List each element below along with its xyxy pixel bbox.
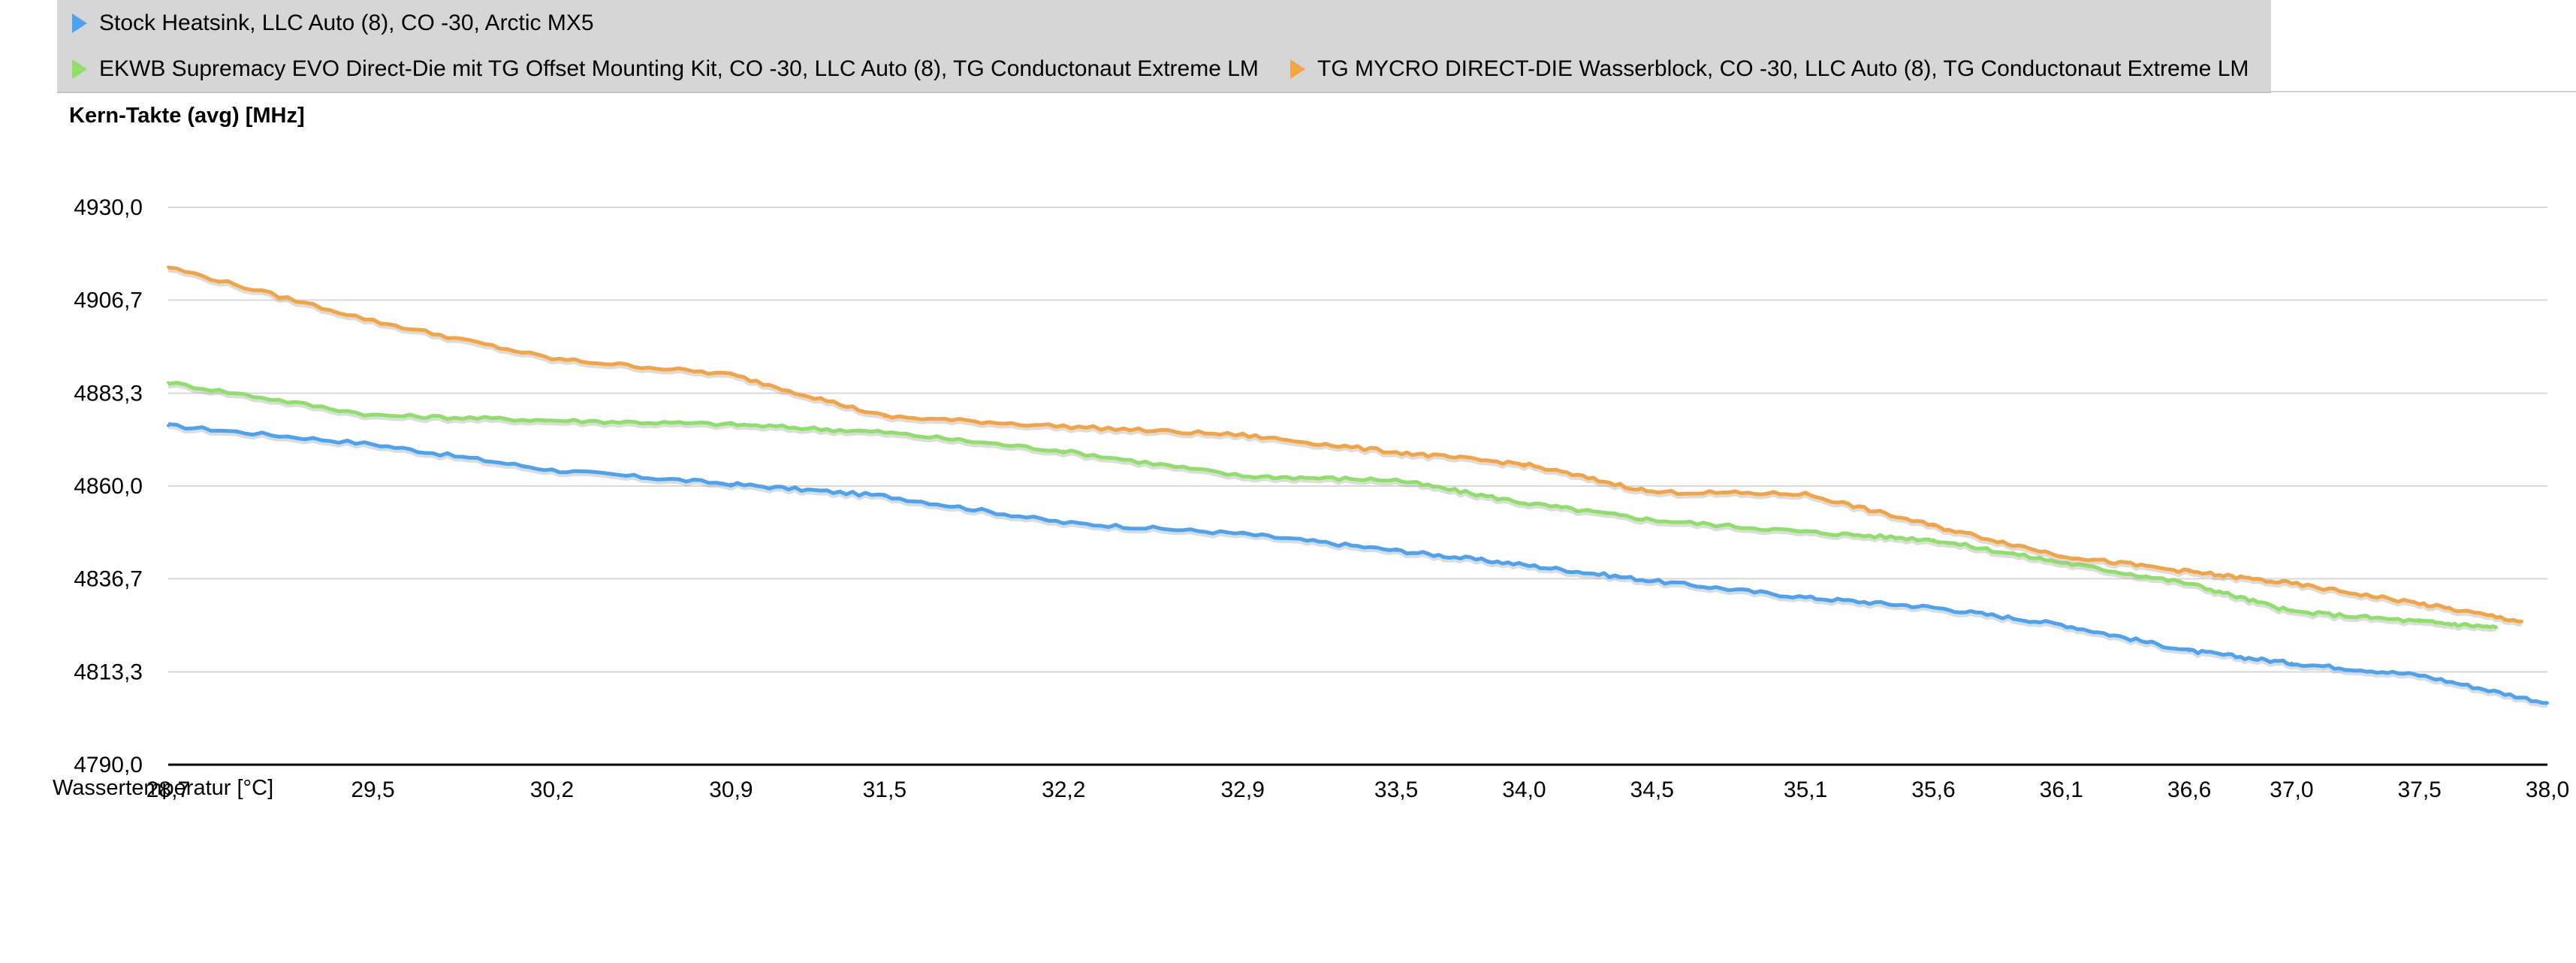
- series-1-point: [2494, 626, 2498, 629]
- x-tick-label: 28,7: [146, 777, 190, 802]
- series-1-point: [550, 418, 554, 422]
- series-0-point: [2188, 649, 2191, 653]
- legend-label-tg-mycro: TG MYCRO DIRECT-DIE Wasserblock, CO -30,…: [1317, 56, 2249, 81]
- series-0-point: [1650, 579, 1654, 583]
- series-shadow: [167, 382, 2498, 632]
- series-0-point: [167, 424, 170, 427]
- series-2-point: [1395, 450, 1398, 454]
- x-tick-label: 33,5: [1374, 777, 1418, 802]
- series-line-0: [167, 422, 2548, 705]
- y-tick-label: 4860,0: [74, 474, 143, 499]
- x-tick-label: 32,9: [1221, 777, 1265, 802]
- series-0-point: [2546, 701, 2549, 705]
- x-tick-label: 35,6: [1911, 777, 1955, 802]
- series-1-point: [882, 430, 886, 434]
- legend-item-stock-heatsink: Stock Heatsink, LLC Auto (8), CO -30, Ar…: [72, 11, 594, 36]
- series-0-point: [1395, 548, 1398, 552]
- series-0-point: [371, 442, 375, 446]
- legend-label-ekwb: EKWB Supremacy EVO Direct-Die mit TG Off…: [99, 56, 1259, 81]
- x-tick-label: 32,2: [1042, 777, 1085, 802]
- series-0-point: [550, 468, 554, 472]
- series-2-point: [1062, 424, 1066, 428]
- x-tick-label: 36,6: [2167, 777, 2211, 802]
- legend-marker-ekwb-icon: [72, 59, 87, 79]
- series-2-point: [1932, 524, 1935, 527]
- x-tick-label: 31,5: [863, 777, 906, 802]
- series-line-2: [167, 265, 2522, 623]
- series-0-point: [1932, 605, 1935, 609]
- series-2-point: [1241, 433, 1244, 437]
- series-shadow: [167, 424, 2548, 708]
- x-tick-label: 36,1: [2040, 777, 2083, 802]
- series-2-point: [2418, 602, 2421, 605]
- series-0-point: [1804, 596, 1808, 599]
- legend-label-stock-heatsink: Stock Heatsink, LLC Auto (8), CO -30, Ar…: [99, 11, 594, 35]
- legend-divider: [2271, 91, 2576, 92]
- series-1-point: [1395, 478, 1398, 482]
- x-tick-label: 38,0: [2526, 777, 2569, 802]
- x-tick-label: 29,5: [351, 777, 394, 802]
- series-0-point: [2418, 673, 2421, 677]
- series-2-point: [882, 415, 886, 418]
- x-tick-label: 30,9: [709, 777, 753, 802]
- legend-marker-stock-heatsink-icon: [72, 14, 87, 33]
- x-tick-label: 37,5: [2397, 777, 2441, 802]
- legend-marker-tg-mycro-icon: [1290, 59, 1305, 79]
- chart-legend: Stock Heatsink, LLC Auto (8), CO -30, Ar…: [57, 0, 2271, 93]
- series-2-point: [2290, 581, 2294, 585]
- x-tick-label: 34,0: [1502, 777, 1546, 802]
- series-line-1: [167, 380, 2497, 629]
- legend-item-tg-mycro: TG MYCRO DIRECT-DIE Wasserblock, CO -30,…: [1290, 56, 2249, 82]
- series-2-point: [1804, 492, 1808, 496]
- series-1-point: [729, 422, 733, 426]
- series-2-point: [550, 357, 554, 361]
- series-1-point: [1804, 530, 1808, 533]
- series-1-point: [1062, 449, 1066, 453]
- series-1-point: [2418, 620, 2421, 623]
- x-tick-label: 34,5: [1630, 777, 1674, 802]
- y-tick-label: 4836,7: [74, 566, 143, 591]
- series-0-point: [2290, 661, 2294, 665]
- series-2-point: [729, 373, 733, 376]
- x-tick-label: 30,2: [530, 777, 574, 802]
- series-1-point: [2290, 609, 2294, 613]
- series-2-point: [371, 319, 375, 323]
- y-tick-label: 4883,3: [74, 382, 143, 406]
- series-group: [167, 265, 2549, 708]
- series-2-point: [2188, 569, 2191, 573]
- series-0-point: [1241, 532, 1244, 536]
- y-tick-label: 4813,3: [74, 660, 143, 685]
- series-2-point: [167, 265, 170, 269]
- series-1-point: [2188, 581, 2191, 585]
- chart-title: Kern-Takte (avg) [MHz]: [69, 104, 305, 128]
- y-tick-label: 4930,0: [74, 195, 143, 220]
- series-1-point: [167, 381, 170, 385]
- y-axis-ticks: 4930,0 4906,7 4883,3 4860,0 4836,7 4813,3 4790…: [74, 195, 143, 777]
- legend-item-ekwb: EKWB Supremacy EVO Direct-Die mit TG Off…: [72, 56, 1259, 82]
- series-0-point: [729, 482, 733, 486]
- x-axis-label: Wassertemperatur [°C]: [53, 776, 274, 800]
- series-0-point: [882, 494, 886, 498]
- series-1-point: [1522, 501, 1526, 505]
- series-1-point: [1932, 538, 1935, 542]
- x-axis-ticks: 28,7 29,5 30,2 30,9 31,5 32,2 32,9 33,5 34,0 34,5…: [146, 777, 2569, 802]
- series-0-point: [1062, 521, 1066, 524]
- series-2-point: [2059, 554, 2063, 557]
- y-tick-label: 4906,7: [74, 288, 143, 312]
- series-2-point: [1522, 462, 1526, 466]
- series-1-point: [1650, 518, 1654, 522]
- x-tick-label: 37,0: [2270, 777, 2313, 802]
- series-1-point: [2059, 560, 2063, 564]
- grid-lines: [168, 207, 2547, 673]
- series-2-point: [1650, 490, 1654, 494]
- x-tick-label: 35,1: [1784, 777, 1827, 802]
- series-1-point: [371, 413, 375, 417]
- series-1-point: [1241, 474, 1244, 478]
- series-shadow: [167, 267, 2522, 626]
- series-0-point: [2059, 623, 2063, 626]
- series-0-point: [1522, 563, 1526, 566]
- series-2-point: [2520, 620, 2523, 623]
- y-tick-label: 4790,0: [74, 753, 143, 777]
